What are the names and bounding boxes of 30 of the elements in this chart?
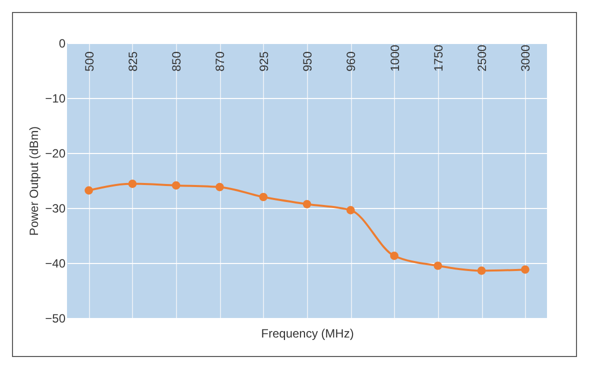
point bbox=[477, 266, 486, 275]
x-tick-label: 950 bbox=[300, 51, 314, 72]
point bbox=[434, 262, 442, 270]
x-tick-label: 1750 bbox=[431, 44, 446, 72]
y-tick-label: 0 bbox=[58, 36, 66, 50]
y-tick-label: −50 bbox=[45, 312, 66, 326]
y-tick-label: −10 bbox=[45, 92, 66, 106]
y-tick-label: −40 bbox=[45, 256, 66, 270]
point bbox=[259, 192, 268, 202]
point bbox=[346, 206, 355, 214]
y-axis-title: Power Output (dBm) bbox=[27, 126, 42, 236]
x-tick-label: 500 bbox=[82, 51, 96, 72]
x-tick-label: 870 bbox=[213, 51, 228, 72]
x-tick-label: 1000 bbox=[388, 44, 402, 72]
point bbox=[216, 182, 224, 192]
x-tick-label: 825 bbox=[126, 51, 140, 72]
x-axis-title: Frequency (MHz) bbox=[261, 326, 354, 340]
point bbox=[521, 265, 530, 274]
x-tick-label: 960 bbox=[344, 51, 358, 72]
x-tick-label: 925 bbox=[256, 51, 271, 72]
y-tick-label: −20 bbox=[45, 146, 66, 160]
point bbox=[390, 252, 398, 260]
x-tick-label: 3000 bbox=[518, 44, 533, 72]
x-tick-label: 850 bbox=[170, 51, 184, 72]
point bbox=[84, 186, 93, 195]
point bbox=[128, 180, 137, 188]
x-tick-label: 2500 bbox=[475, 44, 490, 72]
y-tick-label: −30 bbox=[45, 202, 66, 216]
point bbox=[172, 181, 180, 190]
point bbox=[302, 200, 312, 208]
